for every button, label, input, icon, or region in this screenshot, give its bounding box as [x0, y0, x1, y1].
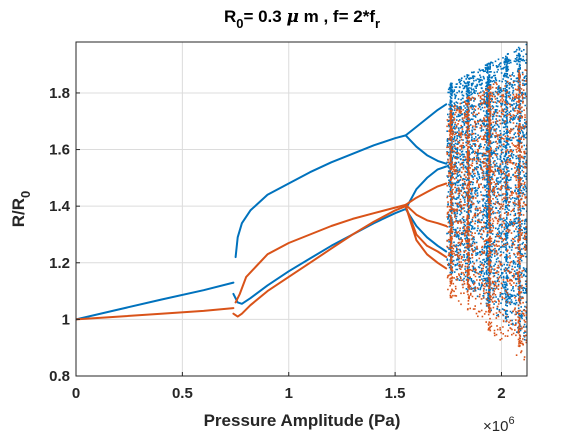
- series-1-chaos-points: [446, 43, 527, 341]
- series-2-branch: [404, 182, 448, 206]
- x-tick-label: 1: [285, 385, 293, 402]
- series-1-branch: [232, 208, 407, 305]
- y-tick-label: 1.8: [49, 85, 70, 102]
- series-1-branch: [404, 134, 448, 165]
- series-2-branch: [234, 203, 407, 304]
- series-2: [76, 69, 527, 361]
- series-1-branch: [404, 103, 448, 137]
- plot-area: [76, 43, 527, 361]
- series-1-branch: [76, 281, 235, 321]
- x-tick-label: 2: [497, 385, 505, 402]
- y-tick-label: 1.6: [49, 142, 70, 159]
- series-1: [76, 43, 527, 341]
- x-tick-label: 0: [72, 385, 80, 402]
- x-tick-label: 1.5: [385, 385, 406, 402]
- x-tick-label: 0.5: [172, 385, 193, 402]
- series-2-branch: [76, 307, 235, 321]
- x-axis: 0 0.5 1 1.5 2: [72, 372, 506, 402]
- series-2-branch: [404, 205, 448, 270]
- series-2-branch: [232, 205, 407, 318]
- y-tick-label: 1.4: [49, 198, 71, 215]
- y-tick-label: 1: [62, 311, 70, 328]
- y-axis: 0.8 1 1.2 1.4 1.6 1.8: [49, 85, 80, 385]
- axes-box: [75, 41, 528, 377]
- chart-title: R0= 0.3 μ m , f= 2*fr: [224, 7, 380, 31]
- series-2-branch: [404, 203, 448, 227]
- series-1-branch: [234, 134, 407, 259]
- y-tick-label: 0.8: [49, 368, 70, 385]
- x-axis-multiplier: ×106: [483, 415, 515, 435]
- y-axis-label: R/R0: [9, 191, 33, 228]
- y-tick-label: 1.2: [49, 255, 70, 272]
- series-1-branch: [404, 208, 448, 253]
- x-axis-label: Pressure Amplitude (Pa): [204, 411, 401, 430]
- series-2-chaos-points: [446, 69, 527, 361]
- series-2-branch: [404, 205, 448, 259]
- series-1-branch: [404, 165, 448, 210]
